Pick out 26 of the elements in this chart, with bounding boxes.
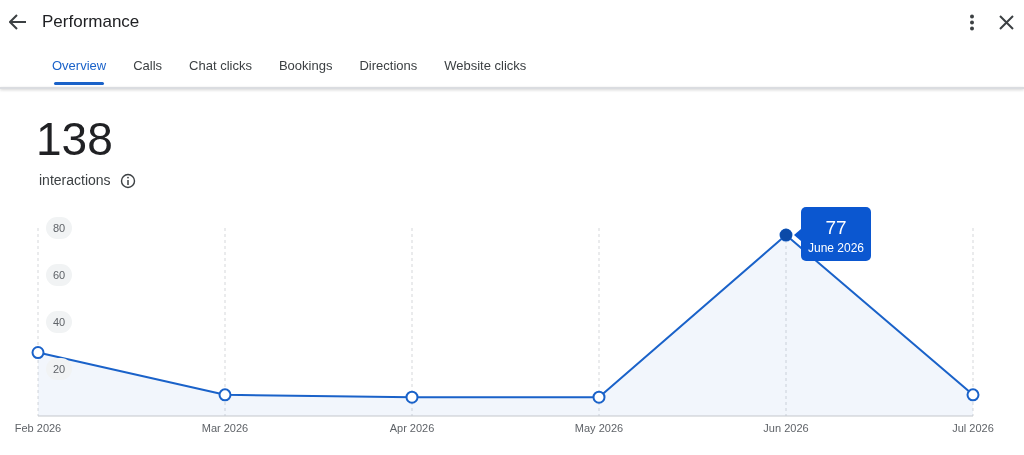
text: Chat clicks	[189, 58, 252, 75]
chart-title: Performance	[42, 12, 140, 32]
point	[405, 390, 419, 404]
x-tick-label: Jul 2026	[952, 421, 994, 434]
text: Bookings	[278, 58, 333, 75]
y-tick-label: 20	[52, 363, 66, 375]
text: 138	[36, 112, 113, 166]
y-tick-label: 80	[52, 222, 66, 234]
y-tick-label: 40	[52, 316, 66, 328]
text: Directions	[359, 58, 418, 75]
point	[31, 346, 45, 360]
point	[966, 388, 980, 402]
x-tick-label: Jun 2026	[763, 421, 809, 434]
text: interactions	[39, 172, 111, 188]
point	[592, 390, 606, 404]
annotation: June 2026	[807, 241, 865, 256]
text: Calls	[133, 58, 163, 75]
text: Website clicks	[444, 58, 527, 75]
x-tick-label: May 2026	[574, 421, 624, 434]
point	[218, 388, 232, 402]
x-tick-label: Apr 2026	[389, 421, 435, 434]
x-tick-label: Mar 2026	[201, 421, 249, 434]
x-tick-label: Feb 2026	[14, 421, 62, 434]
text: Overview	[52, 58, 107, 75]
y-tick-label: 60	[52, 269, 66, 281]
annotation: 77	[825, 216, 847, 238]
